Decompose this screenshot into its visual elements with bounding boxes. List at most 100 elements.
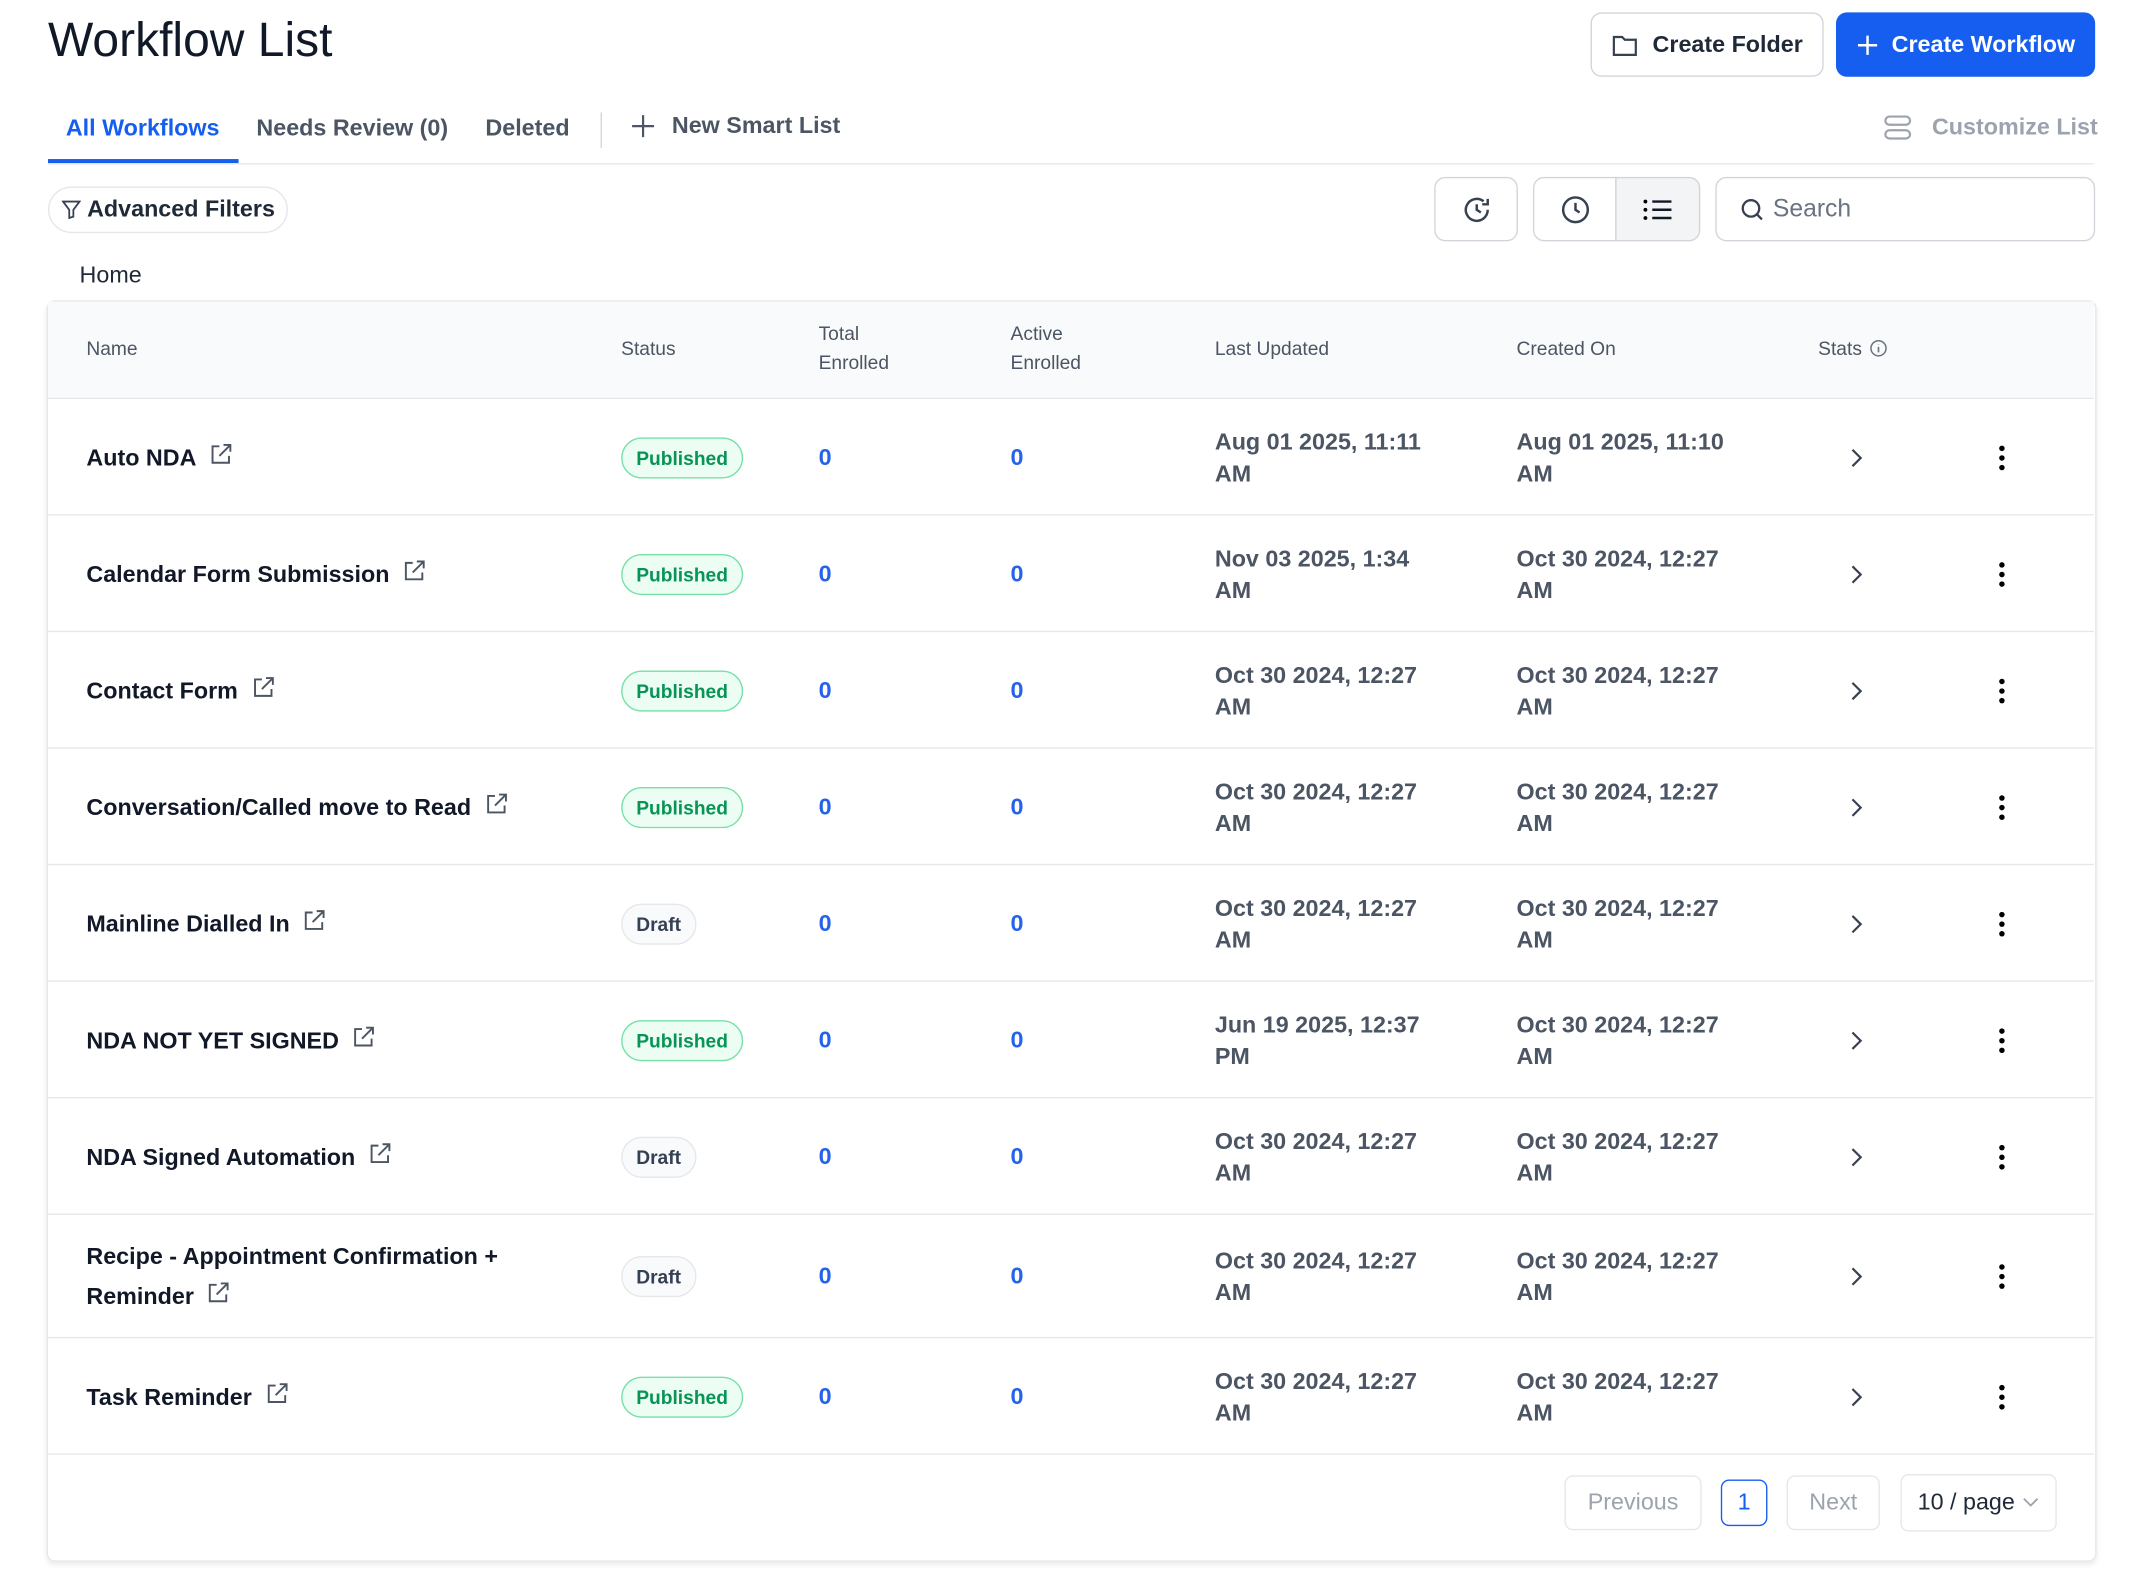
stats-chevron[interactable] xyxy=(1847,1029,1866,1051)
last-updated: Oct 30 2024, 12:27 AM xyxy=(1214,1127,1418,1186)
name-text[interactable]: Mainline Dialled In xyxy=(86,910,290,937)
history-button[interactable] xyxy=(1434,176,1518,242)
total-enrolled[interactable]: 0 xyxy=(818,560,832,587)
icon-part xyxy=(1857,34,1877,55)
name-text[interactable]: Calendar Form Submission xyxy=(86,560,390,587)
name-text[interactable]: Auto NDA xyxy=(86,444,197,471)
workflow-name[interactable]: Recipe - Appointment Confirmation + Remi… xyxy=(86,1237,525,1317)
breadcrumb[interactable]: Home xyxy=(79,261,142,288)
external-link-icon[interactable] xyxy=(264,1381,289,1406)
row-menu[interactable] xyxy=(1995,1026,2009,1053)
row-menu[interactable] xyxy=(1995,910,2009,937)
customize-icon xyxy=(1884,115,1912,140)
workflow-name[interactable]: NDA Signed Automation xyxy=(86,1137,525,1177)
create-folder-button[interactable]: Create Folder xyxy=(1590,12,1824,77)
tab[interactable]: Needs Review (0) xyxy=(256,115,449,142)
active-enrolled[interactable]: 0 xyxy=(1010,1142,1024,1169)
workflow-name[interactable]: Auto NDA xyxy=(86,437,525,477)
tab[interactable]: All Workflows xyxy=(65,115,220,142)
name-text[interactable]: Recipe - Appointment Confirmation + Remi… xyxy=(86,1243,498,1310)
total-enrolled[interactable]: 0 xyxy=(818,1262,832,1289)
external-link-icon[interactable] xyxy=(250,675,275,700)
external-link-icon[interactable] xyxy=(206,1281,231,1306)
tab[interactable]: Deleted xyxy=(485,115,570,142)
next-button[interactable]: Next xyxy=(1786,1475,1880,1531)
icon-part xyxy=(1999,1153,2005,1160)
stats-chevron[interactable] xyxy=(1847,446,1866,468)
workflow-name[interactable]: Task Reminder xyxy=(86,1377,525,1417)
column-header: Name xyxy=(86,319,251,377)
total-enrolled[interactable]: 0 xyxy=(818,676,832,703)
external-link-icon[interactable] xyxy=(368,1141,393,1166)
total-enrolled[interactable]: 0 xyxy=(818,443,832,470)
icon-part xyxy=(1756,213,1763,220)
workflow-name[interactable]: NDA NOT YET SIGNED xyxy=(86,1020,525,1060)
stats-chevron[interactable] xyxy=(1847,796,1866,818)
total-enrolled[interactable]: 0 xyxy=(818,1142,832,1169)
create-workflow-button[interactable]: Create Workflow xyxy=(1835,12,2096,77)
active-enrolled[interactable]: 0 xyxy=(1010,560,1024,587)
row-menu[interactable] xyxy=(1995,1383,2009,1410)
external-link-icon[interactable] xyxy=(483,791,508,816)
active-enrolled[interactable]: 0 xyxy=(1010,676,1024,703)
name-text[interactable]: NDA NOT YET SIGNED xyxy=(86,1027,339,1054)
chevron-icon xyxy=(1851,1031,1863,1050)
external-link-icon[interactable] xyxy=(402,558,427,583)
total-enrolled[interactable]: 0 xyxy=(818,909,832,936)
list-icon xyxy=(1643,198,1672,220)
active-enrolled[interactable]: 0 xyxy=(1010,1262,1024,1289)
workflow-name[interactable]: Contact Form xyxy=(86,671,525,711)
chevron-icon xyxy=(1851,681,1863,700)
chevron-icon xyxy=(1851,1387,1863,1406)
stats-chevron[interactable] xyxy=(1847,563,1866,585)
name-text[interactable]: Conversation/Called move to Read xyxy=(86,793,472,820)
clock-view-button[interactable] xyxy=(1532,176,1617,242)
icon-part xyxy=(1851,914,1863,933)
external-link-icon[interactable] xyxy=(209,442,234,467)
total-enrolled[interactable]: 0 xyxy=(818,1026,832,1053)
previous-button[interactable]: Previous xyxy=(1564,1475,1702,1531)
total-enrolled[interactable]: 0 xyxy=(818,793,832,820)
row-menu[interactable] xyxy=(1995,1263,2009,1290)
active-enrolled[interactable]: 0 xyxy=(1010,793,1024,820)
search-input[interactable]: Search xyxy=(1715,176,2096,242)
external-link-icon[interactable] xyxy=(351,1024,376,1049)
total-enrolled[interactable]: 0 xyxy=(818,1382,832,1409)
external-link-icon[interactable] xyxy=(302,908,327,933)
active-enrolled[interactable]: 0 xyxy=(1010,1382,1024,1409)
icon-part xyxy=(1999,1163,2005,1169)
stats-chevron[interactable] xyxy=(1847,1386,1866,1408)
stats-chevron[interactable] xyxy=(1847,1266,1866,1288)
created-on: Oct 30 2024, 12:27 AM xyxy=(1516,661,1719,720)
table-row: Task Reminder Published 0 0 Oct 30 2024, 12:… xyxy=(47,1336,2094,1455)
row-menu[interactable] xyxy=(1995,560,2009,587)
row-menu[interactable] xyxy=(1995,1143,2009,1170)
column-title: Total Enrolled xyxy=(818,322,890,373)
advanced-filters-button[interactable]: Advanced Filters xyxy=(47,186,288,234)
name-text[interactable]: Task Reminder xyxy=(86,1383,252,1410)
status-badge: Draft xyxy=(621,1255,697,1298)
customize-list[interactable]: Customize List xyxy=(1883,112,2098,142)
active-enrolled[interactable]: 0 xyxy=(1010,443,1024,470)
row-menu[interactable] xyxy=(1995,793,2009,820)
stats-chevron[interactable] xyxy=(1847,913,1866,935)
stats-chevron[interactable] xyxy=(1847,679,1866,701)
workflow-name[interactable]: Mainline Dialled In xyxy=(86,904,525,944)
label: New Smart List xyxy=(671,112,841,139)
row-menu[interactable] xyxy=(1995,444,2009,471)
current-page[interactable]: 1 xyxy=(1720,1479,1768,1527)
new-smart-list[interactable]: New Smart List xyxy=(631,112,841,139)
page-size-select[interactable]: 10 / page xyxy=(1900,1474,2057,1532)
workflow-name[interactable]: Calendar Form Submission xyxy=(86,554,525,594)
status-badge: Draft xyxy=(621,1136,697,1178)
active-enrolled[interactable]: 0 xyxy=(1010,1026,1024,1053)
stats-chevron[interactable] xyxy=(1847,1146,1866,1168)
list-view-button[interactable] xyxy=(1615,176,1701,242)
name-text[interactable]: Contact Form xyxy=(86,677,238,704)
workflow-name[interactable]: Conversation/Called move to Read xyxy=(86,787,525,827)
column-header: Last Updated xyxy=(1215,319,1421,377)
name-text[interactable]: NDA Signed Automation xyxy=(86,1143,356,1170)
row-menu[interactable] xyxy=(1995,677,2009,704)
active-enrolled[interactable]: 0 xyxy=(1010,909,1024,936)
